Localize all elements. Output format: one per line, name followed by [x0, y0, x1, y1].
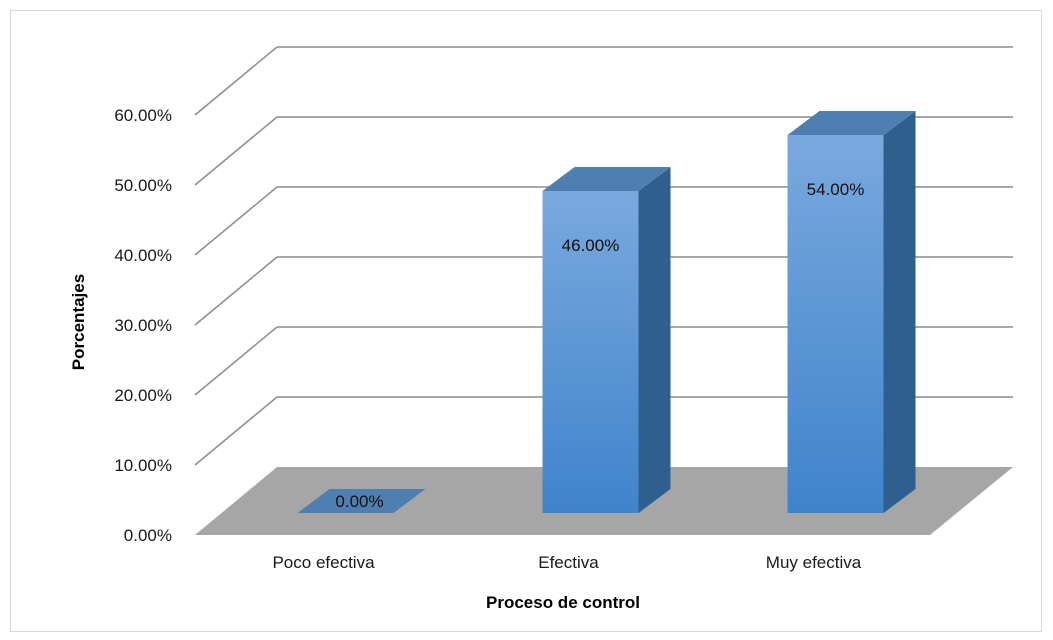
x-tick-labels: Poco efectiva Efectiva Muy efectiva — [272, 553, 861, 572]
y-axis-title: Porcentajes — [69, 274, 88, 370]
x-tick-label: Poco efectiva — [272, 553, 375, 572]
y-tick-label: 50.00% — [114, 176, 172, 195]
bar-2: 54.00% — [787, 111, 916, 513]
x-axis-title: Proceso de control — [486, 593, 640, 612]
y-tick-label: 0.00% — [124, 526, 172, 545]
bar-top-face — [297, 489, 426, 513]
gridline-side — [194, 256, 278, 326]
bar-front-face — [787, 135, 884, 513]
gridline-side — [194, 326, 278, 396]
data-label: 0.00% — [335, 492, 383, 511]
bar-front-face — [542, 191, 639, 513]
bar-top-face — [787, 111, 916, 135]
gridline-side — [194, 116, 278, 186]
y-tick-labels: 0.00% 10.00% 20.00% 30.00% 40.00% 50.00% 60.00… — [114, 106, 172, 545]
bar-side-face — [638, 167, 671, 513]
bar-0: 0.00% — [297, 489, 426, 513]
bar-top-face — [542, 167, 671, 191]
y-tick-label: 60.00% — [114, 106, 172, 125]
y-tick-label: 10.00% — [114, 456, 172, 475]
bar-side-face — [883, 111, 916, 513]
x-tick-label: Efectiva — [538, 553, 599, 572]
gridline-side — [194, 396, 278, 466]
x-tick-label: Muy efectiva — [766, 553, 862, 572]
y-tick-label: 40.00% — [114, 246, 172, 265]
bar-1: 46.00% — [542, 167, 671, 513]
y-tick-label: 30.00% — [114, 316, 172, 335]
bars: 0.00% 46.00% 54.00% — [297, 111, 916, 513]
data-label: 46.00% — [562, 236, 620, 255]
gridline-side — [194, 46, 278, 116]
data-label: 54.00% — [807, 180, 865, 199]
gridline-side — [194, 186, 278, 256]
y-tick-label: 20.00% — [114, 386, 172, 405]
